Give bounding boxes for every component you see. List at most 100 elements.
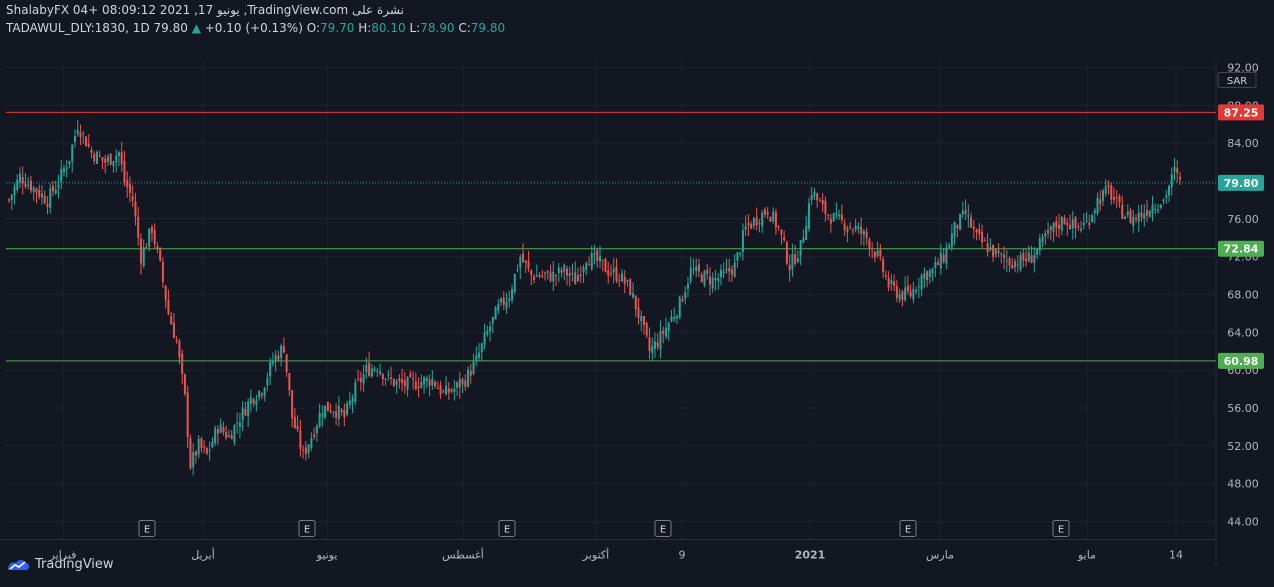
candle-body [406,377,409,390]
candle-body [1102,190,1105,201]
candle-body [662,330,665,334]
candle-body [513,273,516,292]
candle-body [824,200,827,214]
candle-body [192,452,195,468]
x-tick-label: 14 [1169,549,1183,562]
candle-body [1044,233,1047,237]
price-axis[interactable]: 92.0088.0084.0080.0076.0072.0068.0064.00… [1227,62,1259,529]
candle-body [148,228,151,247]
candle-body [381,373,384,380]
candle-body [368,362,371,376]
candle-body [29,180,32,191]
candle-body [346,403,349,415]
candle-body [1071,219,1074,229]
candle-body [302,449,305,451]
candle-body [489,326,492,332]
candle-body [849,226,852,228]
candle-body [898,294,901,300]
candle-body [1005,260,1008,262]
ohlc-legend: TADAWUL_DLY:1830, 1D 79.80 ▲ +0.10 (+0.1… [6,21,505,35]
candle-body [568,273,571,276]
candle-body [343,410,346,418]
candle-body [681,299,684,302]
candle-body [115,155,118,163]
candle-body [906,285,909,292]
candle-body [766,211,769,215]
candle-body [1052,222,1055,232]
time-axis[interactable]: فبراير أبريل يونيو أغسطس أكتوبر 9 2021 مارس مايو… [49,548,1183,562]
candle-body [1060,217,1063,231]
earnings-marker [498,520,516,537]
candle-body [959,214,962,230]
tradingview-logo[interactable]: TradingView [6,557,114,572]
candle-body [865,231,868,238]
candle-body [398,378,401,382]
candle-body [967,215,970,217]
candle-body [750,223,753,229]
candle-body [802,237,805,243]
currency-badge[interactable] [1217,72,1257,88]
price-chart[interactable]: 92.0088.0084.0080.0076.0072.0068.0064.00… [0,41,1274,587]
candle-body [741,230,744,252]
publish-info: ShalabyFX 04+ 08:09:12 2021 ,17 يونيو ,T… [6,3,404,17]
candle-body [236,423,239,425]
up-arrow-icon: ▲ [191,21,201,35]
candle-body [1038,238,1041,251]
candle-body [417,386,420,388]
candle-body [186,392,189,438]
candle-body [32,187,35,193]
candle-body [970,217,973,228]
level-tag [1218,240,1264,257]
candle-body [1110,185,1113,200]
candle-body [450,389,453,392]
candle-body [425,378,428,382]
candle-body [640,315,643,322]
y-tick-label: 44.00 [1227,516,1259,529]
candle-body [511,289,514,301]
candle-body [390,377,393,379]
candle-body [508,298,511,302]
earnings-marker [138,520,156,537]
candle-body [612,268,615,273]
candle-body [563,265,566,272]
candle-body [524,260,527,263]
candle-body [280,345,283,359]
candle-body [1016,264,1019,266]
low-label: L: [409,21,421,35]
candle-body [269,361,272,377]
candle-body [247,401,250,417]
candle-body [156,246,159,249]
candle-body [796,258,799,262]
candle-body [442,391,445,393]
candle-body [249,397,252,404]
earnings-marker [899,520,917,537]
level-tag-label: 60.98 [1224,355,1259,368]
candle-body [412,378,415,380]
candle-body [395,381,398,385]
candle-body [948,245,951,248]
candle-body [989,247,992,251]
candle-body [1104,186,1107,194]
high-value: 80.10 [371,21,406,35]
candle-body [629,279,632,295]
candle-body [79,132,82,138]
candle-body [315,426,318,434]
candle-body [480,343,483,353]
candle-body [673,316,676,320]
candle-body [829,218,832,224]
candle-body [225,432,228,438]
candle-body [541,275,544,277]
candle-body [926,271,929,280]
candle-body [719,269,722,278]
candle-body [791,254,794,269]
candle-body [65,167,68,170]
candle-body [879,249,882,257]
y-tick-label: 56.00 [1227,402,1259,415]
y-tick-label: 84.00 [1227,137,1259,150]
candle-body [445,385,448,395]
candle-body [252,399,255,404]
candle-body [326,401,329,412]
candle-body [566,268,569,276]
candle-body [519,257,522,268]
candle-body [535,275,538,277]
